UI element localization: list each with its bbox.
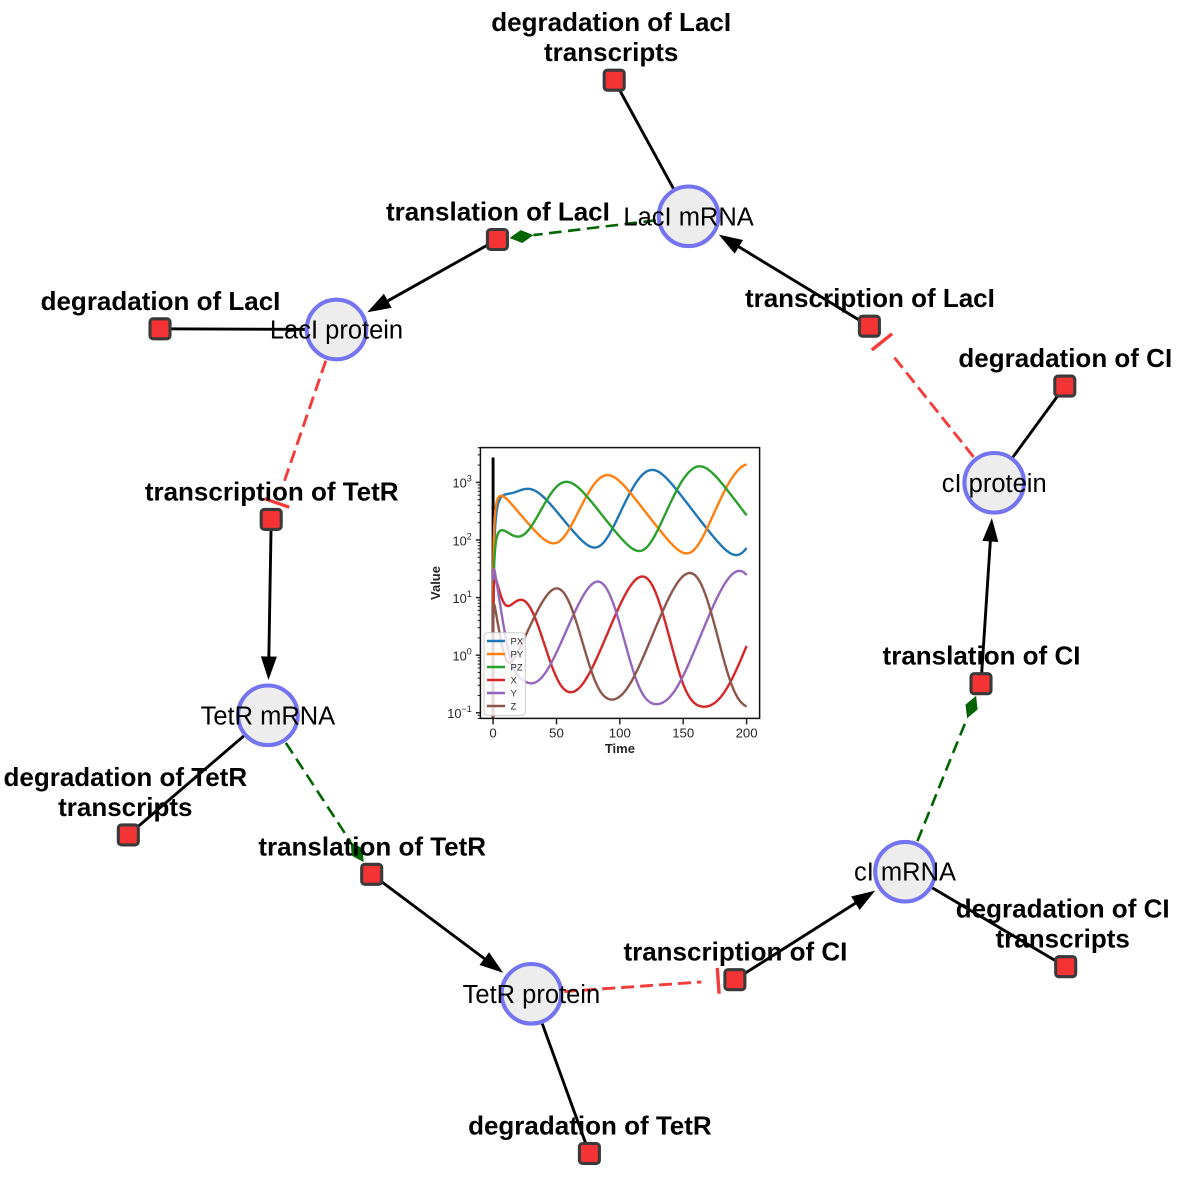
- svg-text:100: 100: [609, 726, 631, 741]
- svg-text:PY: PY: [511, 649, 524, 660]
- svg-text:transcription of CI: transcription of CI: [623, 937, 847, 967]
- svg-text:cI mRNA: cI mRNA: [854, 859, 956, 887]
- svg-text:translation of CI: translation of CI: [883, 641, 1081, 671]
- svg-text:degradation of CI: degradation of CI: [956, 894, 1170, 924]
- svg-text:cI protein: cI protein: [942, 470, 1047, 498]
- svg-text:transcripts: transcripts: [996, 924, 1130, 954]
- svg-text:Y: Y: [511, 688, 518, 699]
- svg-text:Time: Time: [605, 741, 635, 756]
- svg-text:10−1: 10−1: [447, 704, 472, 721]
- svg-text:degradation of LacI: degradation of LacI: [41, 286, 281, 316]
- svg-text:transcription of LacI: transcription of LacI: [745, 283, 995, 313]
- svg-text:degradation of TetR: degradation of TetR: [3, 762, 247, 792]
- svg-text:TetR mRNA: TetR mRNA: [201, 702, 336, 730]
- svg-text:0: 0: [489, 726, 496, 741]
- svg-text:degradation of TetR: degradation of TetR: [468, 1111, 712, 1141]
- svg-text:Z: Z: [511, 701, 517, 712]
- svg-text:PZ: PZ: [511, 662, 523, 673]
- svg-text:X: X: [511, 675, 518, 686]
- svg-text:translation of LacI: translation of LacI: [386, 197, 610, 227]
- svg-text:transcription of TetR: transcription of TetR: [145, 476, 399, 506]
- svg-text:100: 100: [453, 647, 472, 664]
- svg-text:101: 101: [453, 589, 472, 606]
- svg-text:transcripts: transcripts: [544, 37, 678, 67]
- svg-text:150: 150: [672, 726, 694, 741]
- svg-text:transcripts: transcripts: [58, 792, 192, 822]
- svg-text:50: 50: [549, 726, 564, 741]
- svg-text:degradation of LacI: degradation of LacI: [491, 7, 731, 37]
- svg-text:103: 103: [453, 474, 472, 491]
- svg-text:200: 200: [736, 726, 758, 741]
- svg-text:LacI protein: LacI protein: [270, 317, 403, 345]
- svg-text:LacI mRNA: LacI mRNA: [623, 203, 753, 231]
- svg-text:translation of TetR: translation of TetR: [258, 831, 486, 861]
- svg-text:Value: Value: [428, 566, 443, 600]
- svg-text:102: 102: [453, 531, 472, 548]
- svg-text:PX: PX: [511, 636, 524, 647]
- svg-text:degradation of CI: degradation of CI: [958, 343, 1172, 373]
- svg-text:TetR protein: TetR protein: [463, 981, 601, 1009]
